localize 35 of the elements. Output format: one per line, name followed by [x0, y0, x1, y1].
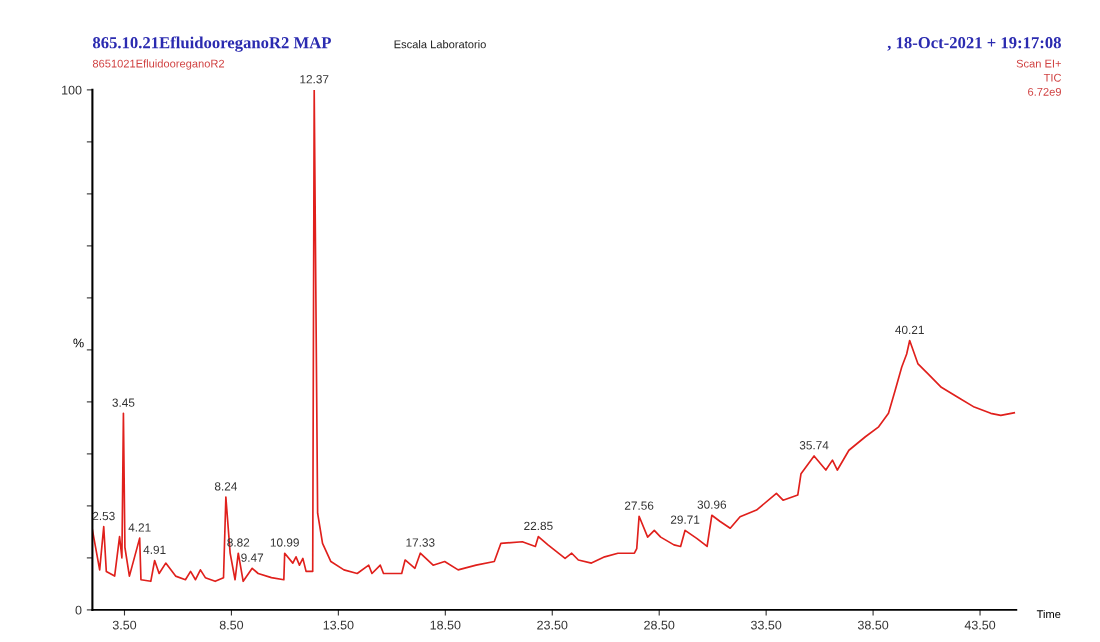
x-tick-label: 33.50	[750, 620, 782, 630]
annotation: 9.47	[241, 553, 264, 562]
y-tick-label: 0	[75, 605, 82, 615]
chart-title: 865.10.21EfluidooreganoR2 MAP	[92, 36, 331, 52]
annotation: 29.71	[670, 515, 700, 524]
annotation: 27.56	[624, 501, 654, 510]
y-axis-title: %	[73, 338, 84, 348]
x-tick-label: 38.50	[857, 620, 889, 630]
text: , 18-Oct-2021 + 19:17:08	[887, 37, 1061, 51]
annotation: 12.37	[300, 75, 329, 84]
x-tick-label: 43.50	[964, 620, 996, 630]
x-tick-label: 23.50	[537, 620, 568, 630]
text: 6.72e9	[1028, 87, 1061, 96]
x-tick-label: 13.50	[323, 620, 354, 630]
x-axis-title: Time	[1036, 609, 1061, 619]
annotation: 35.74	[799, 441, 829, 450]
annotation: 40.21	[895, 325, 924, 335]
x-tick-label: 8.50	[219, 620, 244, 630]
line-series	[92, 89, 1016, 583]
x-tick-label: 3.50	[112, 620, 137, 630]
y-tick-label: 100	[62, 85, 82, 95]
chart-subtitle: 8651021EfluidooreganoR2	[92, 59, 225, 70]
annotation: 30.96	[697, 500, 727, 509]
x-tick-label: 28.50	[644, 620, 675, 630]
annotation: 8.24	[214, 482, 238, 491]
annotation: 4.21	[128, 523, 151, 532]
annotation: 3.45	[112, 398, 135, 407]
annotation: 17.33	[406, 538, 435, 547]
annotation: 22.85	[524, 521, 553, 531]
annotation: 10.99	[270, 538, 299, 547]
text: Scan EI+	[1016, 59, 1061, 68]
text: TIC	[1043, 73, 1062, 82]
annotation: 4.91	[143, 545, 166, 554]
text: Escala Laboratorio	[394, 40, 486, 49]
x-tick-label: 18.50	[430, 620, 461, 630]
